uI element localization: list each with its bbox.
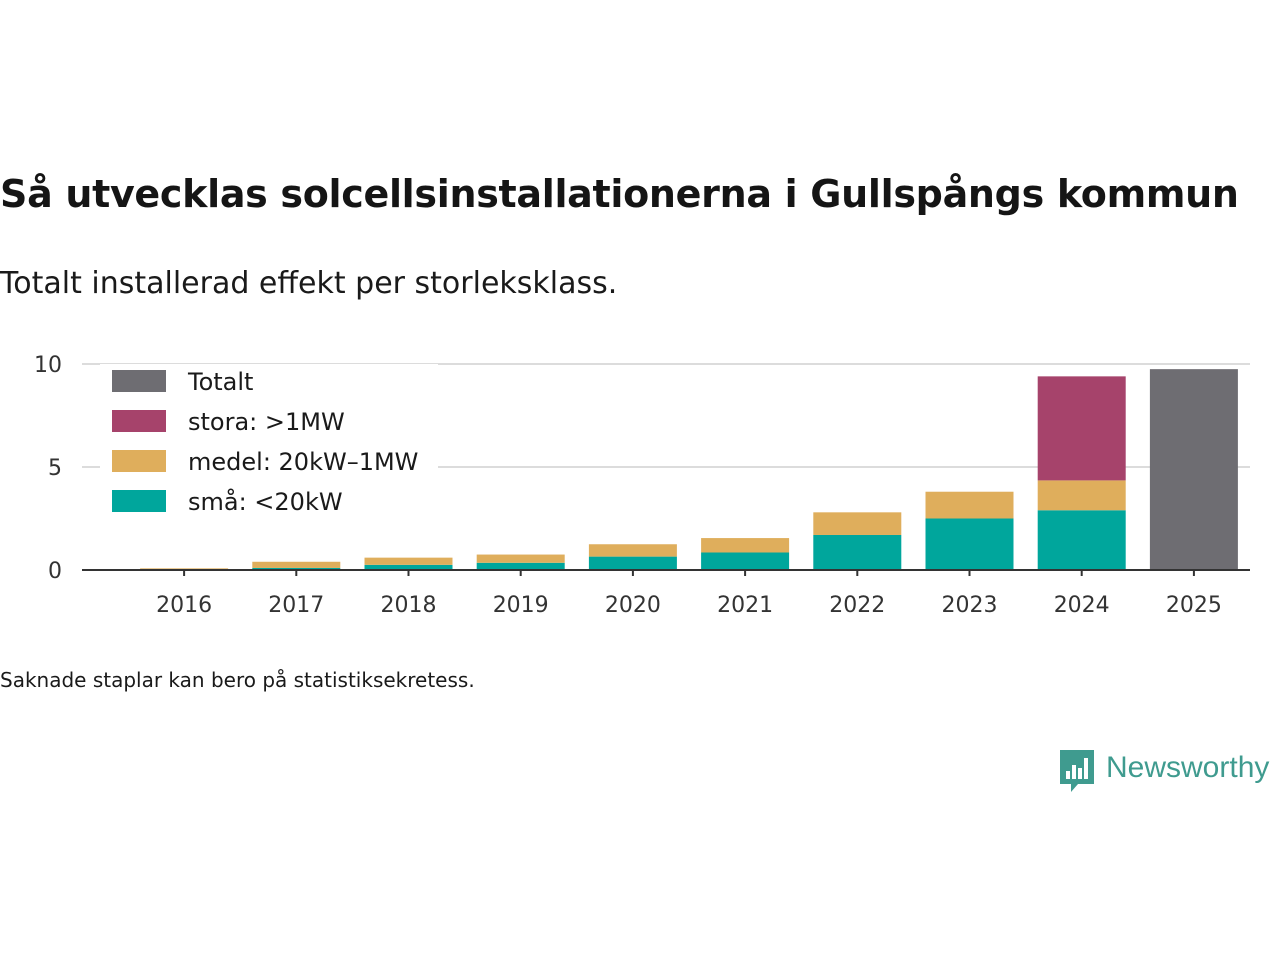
chart-title: Så utvecklas solcellsinstallationerna i … [0,172,1239,216]
x-tick-label: 2020 [605,593,661,618]
y-tick-label: 5 [48,456,62,481]
x-tick-label: 2022 [829,593,885,618]
x-tick-label: 2024 [1054,593,1110,618]
bar-segment [1037,376,1126,481]
legend: Totalt stora: >1MW medel: 20kW–1MW små: <20… [100,364,438,522]
bar-segment [252,561,341,568]
x-tick-label: 2016 [156,593,212,618]
footnote: Saknade staplar kan bero på statistiksek… [0,668,475,692]
y-tick-label: 10 [34,353,62,378]
x-tick-label: 2017 [268,593,324,618]
legend-swatch [112,370,166,392]
y-axis-ticks: 0 5 10 [34,353,62,584]
newsworthy-bar-chart-icon [1060,750,1094,792]
legend-swatch [112,490,166,512]
bar-segment [588,556,677,570]
bar-segment [925,491,1014,519]
bar-segment [588,544,677,557]
bar-segment [364,557,453,565]
bar-segment [1037,480,1126,511]
bar-segment [476,554,565,563]
x-tick-label: 2019 [493,593,549,618]
bar-segment [701,552,790,570]
legend-swatch [112,450,166,472]
bar-segment [1037,510,1126,570]
x-tick-label: 2018 [381,593,437,618]
bar-segment [476,562,565,570]
bar-segment [252,567,341,570]
bar-segment [1149,369,1238,570]
bar-segment [813,534,902,570]
bar-segment [925,518,1014,570]
legend-swatch [112,410,166,432]
bars [140,369,1238,570]
legend-label: Totalt [187,368,253,396]
bar-segment [813,512,902,535]
y-tick-label: 0 [48,559,62,584]
x-tick-label: 2021 [717,593,773,618]
brand-name: Newsworthy [1106,751,1270,784]
bar-segment [701,538,790,553]
x-tick-label: 2023 [942,593,998,618]
legend-label: små: <20kW [188,487,343,516]
newsworthy-logo[interactable]: Newsworthy [1058,748,1280,798]
legend-label: medel: 20kW–1MW [188,448,418,476]
x-tick-label: 2025 [1166,593,1222,618]
chart-subtitle: Totalt installerad effekt per storlekskl… [0,266,618,301]
bar-segment [140,568,229,570]
bar-segment [364,564,453,570]
legend-label: stora: >1MW [188,408,345,436]
stacked-bar-chart: 0 5 10 2016 2017 2018 2019 2020 2021 2022 2023 202… [34,353,1250,618]
x-axis-ticks: 2016 2017 2018 2019 2020 2021 2022 2023 2024 2025 [156,570,1222,618]
